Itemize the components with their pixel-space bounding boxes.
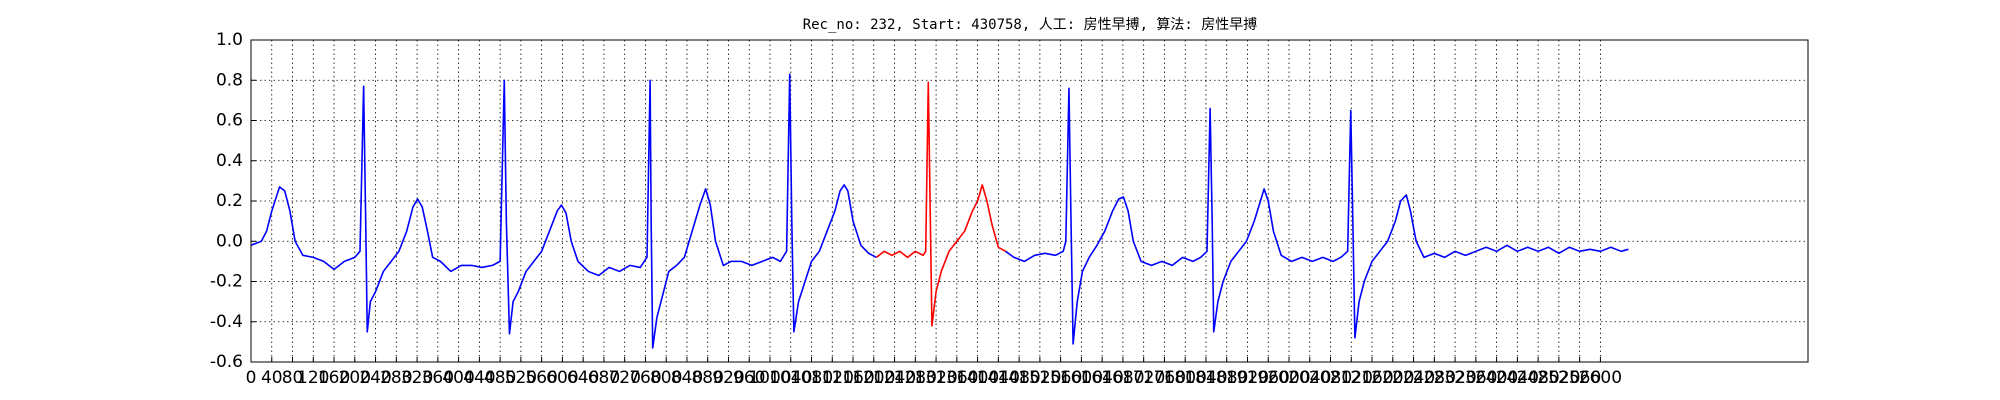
x-tick-label: 840 — [671, 368, 703, 388]
x-tick-label: 2560 — [1558, 368, 1601, 388]
y-tick-label: -0.6 — [210, 352, 243, 372]
x-tick-label: 760 — [629, 368, 661, 388]
x-tick-label: 2240 — [1392, 368, 1435, 388]
x-tick-label: 800 — [650, 368, 682, 388]
x-tick-label: 640 — [567, 368, 599, 388]
x-tick-label: 80 — [282, 368, 304, 388]
x-tick-label: 1720 — [1122, 368, 1165, 388]
x-tick-label: 1880 — [1205, 368, 1248, 388]
x-tick-label: 1520 — [1018, 368, 1061, 388]
x-tick-label: 2120 — [1330, 368, 1373, 388]
x-tick-label: 2320 — [1433, 368, 1476, 388]
x-tick-label: 2080 — [1309, 368, 1352, 388]
x-tick-label: 1200 — [852, 368, 895, 388]
x-tick-label: 2040 — [1288, 368, 1331, 388]
y-tick-label: 0.4 — [216, 151, 243, 171]
x-tick-label: 2520 — [1537, 368, 1580, 388]
x-tick-label: 1320 — [914, 368, 957, 388]
x-tick-label: 1360 — [935, 368, 978, 388]
x-tick-label: 440 — [463, 368, 495, 388]
y-tick-label: 0.8 — [216, 70, 243, 90]
x-tick-label: 1160 — [831, 368, 874, 388]
x-tick-label: 2400 — [1475, 368, 1518, 388]
x-tick-label: 960 — [733, 368, 765, 388]
x-tick-label: 240 — [359, 368, 391, 388]
x-tick-label: 1440 — [977, 368, 1020, 388]
x-tick-label: 1000 — [748, 368, 791, 388]
x-tick-label: 2200 — [1371, 368, 1414, 388]
x-tick-label: 2600 — [1579, 368, 1622, 388]
x-tick-label: 920 — [712, 368, 744, 388]
x-tick-label: 720 — [608, 368, 640, 388]
y-tick-label: 0.6 — [216, 111, 243, 131]
x-tick-label: 1680 — [1101, 368, 1144, 388]
ecg-line — [250, 73, 1629, 349]
y-tick-label: 1.0 — [216, 30, 243, 50]
x-tick-label: 1480 — [997, 368, 1040, 388]
plot-frame — [250, 39, 1809, 363]
x-tick-label: 0 — [246, 368, 257, 388]
x-tick-label: 480 — [484, 368, 516, 388]
x-tick-label: 1800 — [1164, 368, 1207, 388]
x-tick-label: 880 — [691, 368, 723, 388]
x-tick-label: 600 — [546, 368, 578, 388]
x-tick-label: 360 — [422, 368, 454, 388]
x-tick-label: 1280 — [894, 368, 937, 388]
x-tick-label: 2280 — [1413, 368, 1456, 388]
x-tick-label: 400 — [442, 368, 474, 388]
x-tick-label: 40 — [261, 368, 283, 388]
x-tick-label: 1600 — [1060, 368, 1103, 388]
x-tick-label: 1920 — [1226, 368, 1269, 388]
x-tick-label: 2440 — [1496, 368, 1539, 388]
x-tick-label: 560 — [525, 368, 557, 388]
x-tick-label: 200 — [339, 368, 371, 388]
x-tick-label: 1960 — [1247, 368, 1290, 388]
x-tick-label: 2160 — [1350, 368, 1393, 388]
x-tick-label: 680 — [588, 368, 620, 388]
ecg-line — [875, 81, 1007, 327]
x-tick-label: 1760 — [1143, 368, 1186, 388]
x-tick-label: 120 — [297, 368, 329, 388]
x-tick-label: 1120 — [811, 368, 854, 388]
x-tick-label: 1560 — [1039, 368, 1082, 388]
x-tick-label: 160 — [318, 368, 350, 388]
x-tick-label: 280 — [380, 368, 412, 388]
x-tick-label: 1840 — [1184, 368, 1227, 388]
x-tick-label: 1040 — [769, 368, 812, 388]
chart-title: Rec_no: 232, Start: 430758, 人工: 房性早搏, 算法… — [803, 16, 1258, 33]
y-tick-label: -0.2 — [210, 272, 243, 292]
x-tick-label: 2000 — [1267, 368, 1310, 388]
x-tick-label: 2360 — [1454, 368, 1497, 388]
x-tick-label: 2480 — [1516, 368, 1559, 388]
x-tick-label: 320 — [401, 368, 433, 388]
y-tick-label: -0.4 — [210, 312, 243, 332]
x-tick-label: 1240 — [873, 368, 916, 388]
x-tick-label: 520 — [505, 368, 537, 388]
x-tick-label: 1400 — [956, 368, 999, 388]
y-tick-label: 0.0 — [216, 231, 243, 251]
x-tick-label: 1640 — [1081, 368, 1124, 388]
x-tick-label: 1080 — [790, 368, 833, 388]
y-tick-label: 0.2 — [216, 191, 243, 211]
